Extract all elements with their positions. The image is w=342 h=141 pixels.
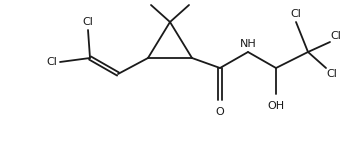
Text: NH: NH bbox=[240, 39, 256, 49]
Text: Cl: Cl bbox=[47, 57, 57, 67]
Text: Cl: Cl bbox=[82, 17, 93, 27]
Text: O: O bbox=[215, 107, 224, 117]
Text: OH: OH bbox=[267, 101, 285, 111]
Text: Cl: Cl bbox=[331, 31, 341, 41]
Text: Cl: Cl bbox=[291, 9, 301, 19]
Text: Cl: Cl bbox=[327, 69, 338, 79]
